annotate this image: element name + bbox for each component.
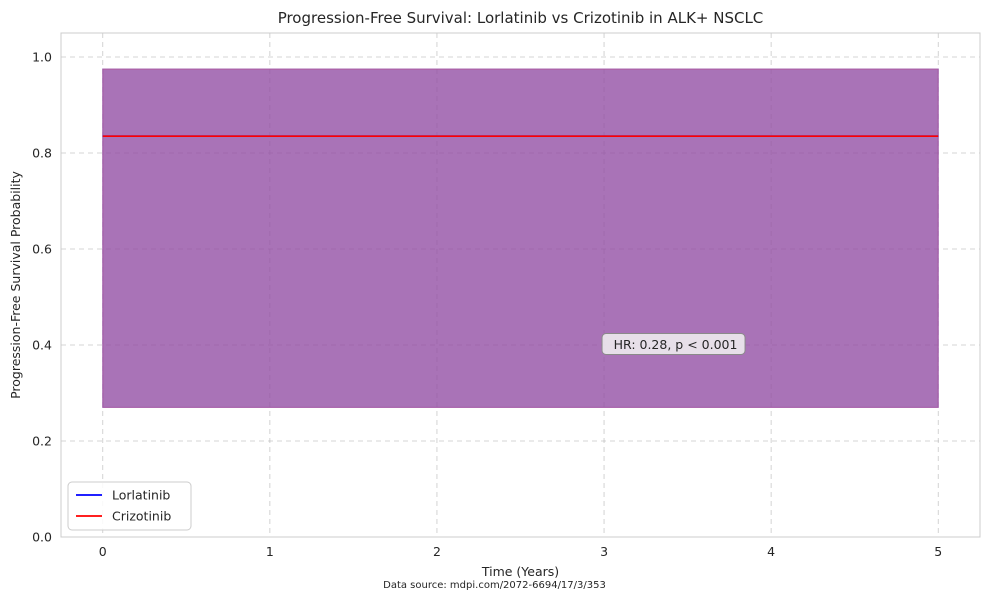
y-tick-label: 0.6 xyxy=(32,242,52,257)
y-tick-label: 0.8 xyxy=(32,146,52,161)
y-tick-label: 1.0 xyxy=(32,50,52,65)
chart-title: Progression-Free Survival: Lorlatinib vs… xyxy=(278,9,764,27)
x-tick-label: 4 xyxy=(767,544,775,559)
legend-label-lorlatinib: Lorlatinib xyxy=(112,488,170,503)
y-tick-labels: 0.0 0.2 0.4 0.6 0.8 1.0 xyxy=(32,50,52,545)
x-tick-label: 5 xyxy=(934,544,942,559)
confidence-bands xyxy=(102,68,939,408)
x-axis-label: Time (Years) xyxy=(481,564,559,579)
ci-band-crizotinib xyxy=(102,68,939,408)
y-tick-label: 0.4 xyxy=(32,338,52,353)
x-tick-label: 3 xyxy=(600,544,608,559)
y-tick-label: 0.2 xyxy=(32,434,52,449)
x-tick-labels: 0 1 2 3 4 5 xyxy=(99,544,942,559)
x-tick-label: 0 xyxy=(99,544,107,559)
x-tick-label: 1 xyxy=(266,544,274,559)
data-source-note: Data source: mdpi.com/2072-6694/17/3/353 xyxy=(383,580,606,591)
legend-label-crizotinib: Crizotinib xyxy=(112,509,171,524)
x-tick-label: 2 xyxy=(433,544,441,559)
legend: Lorlatinib Crizotinib xyxy=(67,481,192,531)
hazard-ratio-annotation: HR: 0.28, p < 0.001 xyxy=(601,333,746,355)
legend-box xyxy=(67,481,192,531)
annotation-box xyxy=(601,333,746,355)
plot-frame xyxy=(60,32,981,538)
y-tick-label: 0.0 xyxy=(32,530,52,545)
y-axis-label: Progression-Free Survival Probability xyxy=(8,170,23,398)
annotation-text: HR: 0.28, p < 0.001 xyxy=(614,337,738,352)
